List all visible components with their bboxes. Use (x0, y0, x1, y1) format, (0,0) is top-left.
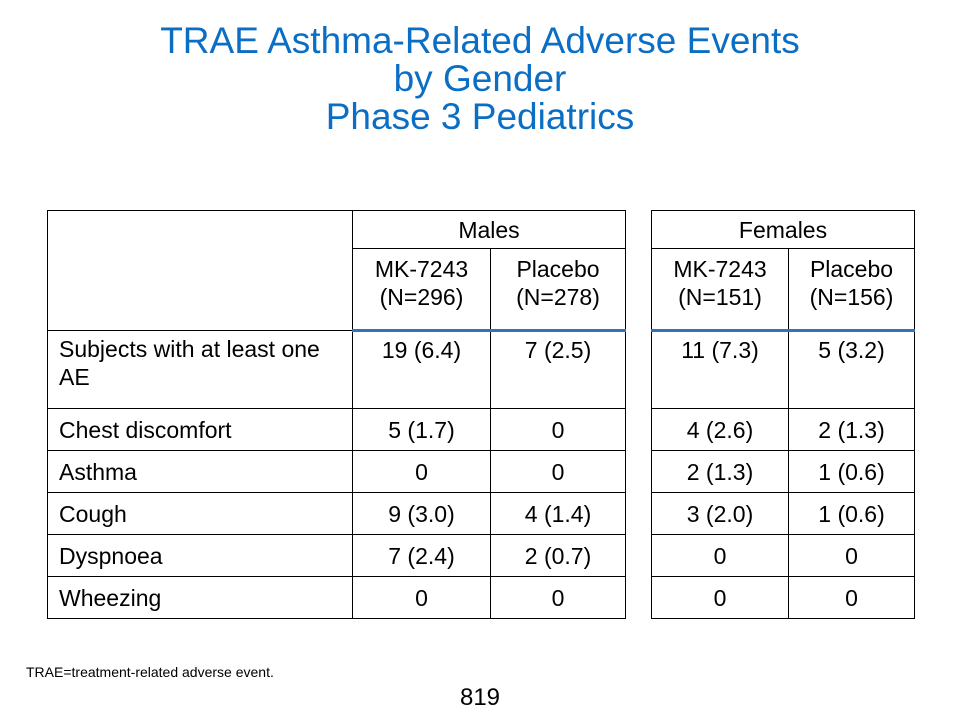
males-placebo-header: Placebo (N=278) (489, 248, 627, 332)
cell-value: 7 (2.4) (352, 534, 491, 577)
cell-value: 4 (1.4) (489, 492, 627, 535)
footnote: TRAE=treatment-related adverse event. (26, 664, 274, 680)
row-label: Dyspnoea (47, 534, 353, 577)
cell-value: 4 (2.6) (651, 408, 789, 451)
females-table: Females MK-7243 (N=151) Placebo (N=156) 11… (650, 210, 916, 619)
subheader-row: MK-7243 (N=151) Placebo (N=156) (651, 248, 916, 332)
males-mk7243-header: MK-7243 (N=296) (352, 248, 491, 332)
cell-value: 0 (352, 576, 491, 619)
cell-value: 0 (787, 534, 916, 577)
table-row: 2 (1.3) 1 (0.6) (651, 450, 916, 493)
table-row: Subjects with at least one AE 19 (6.4) 7… (47, 330, 627, 409)
table-row: Dyspnoea 7 (2.4) 2 (0.7) (47, 534, 627, 577)
row-label: Subjects with at least one AE (47, 330, 353, 409)
row-label: Cough (47, 492, 353, 535)
table-row: Cough 9 (3.0) 4 (1.4) (47, 492, 627, 535)
females-placebo-header: Placebo (N=156) (787, 248, 916, 332)
title-line-3: Phase 3 Pediatrics (325, 96, 635, 137)
females-group-header: Females (650, 210, 916, 249)
males-group-header: Males (351, 210, 627, 249)
cell-value: 2 (1.3) (651, 450, 789, 493)
table-row: 4 (2.6) 2 (1.3) (651, 408, 916, 451)
table-row: Asthma 0 0 (47, 450, 627, 493)
row-label: Asthma (47, 450, 353, 493)
title-line-2: by Gender (393, 58, 567, 99)
cell-value: 0 (489, 450, 627, 493)
cell-value: 3 (2.0) (651, 492, 789, 535)
table-row: Wheezing 0 0 (47, 576, 627, 619)
cell-value: 9 (3.0) (352, 492, 491, 535)
cell-value: 0 (489, 408, 627, 451)
cell-value: 5 (1.7) (352, 408, 491, 451)
females-mk7243-header: MK-7243 (N=151) (651, 248, 789, 332)
table-row: 0 0 (651, 534, 916, 577)
table-row: 0 0 (651, 576, 916, 619)
table-row: 3 (2.0) 1 (0.6) (651, 492, 916, 535)
subheader-row: MK-7243 (N=296) Placebo (N=278) (48, 248, 627, 332)
cell-value: 0 (787, 576, 916, 619)
header-row: Males (47, 210, 627, 331)
cell-value: 2 (0.7) (489, 534, 627, 577)
cell-value: 7 (2.5) (489, 330, 627, 409)
cell-value: 11 (7.3) (651, 330, 789, 409)
page-number: 819 (459, 684, 501, 711)
row-label: Chest discomfort (47, 408, 353, 451)
row-label: Wheezing (47, 576, 353, 619)
cell-value: 0 (352, 450, 491, 493)
table-row: 11 (7.3) 5 (3.2) (651, 330, 916, 409)
cell-value: 0 (651, 576, 789, 619)
cell-value: 5 (3.2) (787, 330, 916, 409)
cell-value: 1 (0.6) (787, 450, 916, 493)
empty-corner-cell (47, 210, 353, 331)
cell-value: 0 (651, 534, 789, 577)
cell-value: 2 (1.3) (787, 408, 916, 451)
header-row: Females (650, 210, 916, 249)
title-line-1: TRAE Asthma-Related Adverse Events (160, 20, 800, 61)
cell-value: 1 (0.6) (787, 492, 916, 535)
cell-value: 19 (6.4) (352, 330, 491, 409)
cell-value: 0 (489, 576, 627, 619)
males-table: Males MK-7243 (N=296) Placebo (N=278) Subj… (47, 210, 627, 619)
slide-title: TRAE Asthma-Related Adverse Events by Ge… (0, 22, 960, 136)
table-row: Chest discomfort 5 (1.7) 0 (47, 408, 627, 451)
